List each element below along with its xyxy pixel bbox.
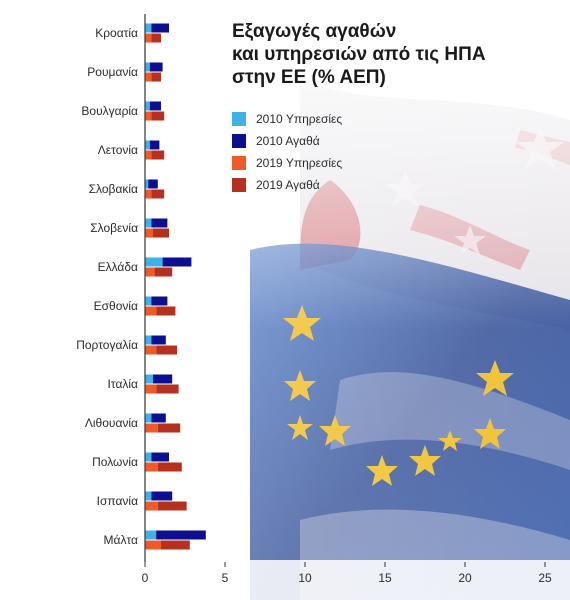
bar-2019-services: [145, 150, 152, 160]
bar-2010-services: [145, 218, 152, 228]
bar-2019-goods: [157, 462, 182, 472]
bar-2010-goods: [151, 452, 169, 462]
bar-2019-services: [145, 228, 153, 238]
bars-layer: [145, 23, 206, 550]
title-line-1: Εξαγωγές αγαθών: [232, 21, 397, 42]
bar-2019-services: [145, 306, 157, 316]
bar-2010-goods: [151, 23, 169, 33]
bar-2010-services: [145, 374, 153, 384]
bar-2010-goods: [151, 491, 173, 501]
legend-item-goods-2010: 2010 Αγαθά: [232, 130, 342, 152]
bar-2010-goods: [151, 296, 168, 306]
bar-2010-goods: [149, 140, 160, 150]
x-axis: 0 5 10 15 20 25: [142, 14, 552, 585]
category-label: Ελλάδα: [98, 260, 138, 274]
legend-item-services-2010: 2010 Υπηρεσίες: [232, 108, 342, 130]
bar-2019-goods: [151, 111, 165, 121]
legend-item-services-2019: 2019 Υπηρεσίες: [232, 152, 342, 174]
bar-2019-goods: [151, 33, 161, 43]
bar-2010-goods: [153, 374, 173, 384]
legend-swatch: [232, 112, 246, 126]
x-tick-label: 5: [222, 571, 229, 585]
bar-2010-services: [145, 140, 150, 150]
category-label: Σλοβακία: [89, 182, 138, 196]
legend-label: 2019 Υπηρεσίες: [256, 156, 343, 170]
bar-2010-services: [145, 23, 152, 33]
category-label: Ιταλία: [108, 377, 139, 391]
category-label: Κροατία: [95, 26, 138, 40]
x-tick-label: 20: [458, 571, 472, 585]
bar-2019-services: [145, 501, 158, 511]
legend-swatch: [232, 134, 246, 148]
bar-2010-services: [145, 530, 157, 540]
bar-2019-services: [145, 345, 157, 355]
bar-2010-goods: [151, 218, 168, 228]
bar-2019-goods: [154, 267, 173, 277]
bar-2010-services: [145, 179, 149, 189]
x-tick-label: 15: [378, 571, 392, 585]
category-labels: Κροατία Ρουμανία Βουλγαρία Λετονία Σλοβακία Σ…: [76, 26, 138, 547]
bar-2019-services: [145, 423, 158, 433]
category-label: Πολωνία: [92, 455, 138, 469]
bar-2019-goods: [157, 501, 187, 511]
bar-2019-goods: [156, 384, 179, 394]
legend-label: 2010 Υπηρεσίες: [256, 112, 343, 126]
legend-swatch: [232, 156, 246, 170]
bar-2010-goods: [162, 257, 192, 267]
bar-2010-goods: [156, 530, 206, 540]
bar-2019-services: [145, 462, 158, 472]
bar-2019-services: [145, 267, 155, 277]
bar-2019-services: [145, 189, 152, 199]
bar-2019-services: [145, 72, 152, 82]
bar-2019-goods: [156, 345, 177, 355]
bar-2010-services: [145, 257, 163, 267]
chart-title: Εξαγωγές αγαθών και υπηρεσιών από τις ΗΠ…: [232, 20, 552, 89]
category-label: Μάλτα: [104, 533, 139, 547]
title-line-2: και υπηρεσιών από τις ΗΠΑ: [232, 44, 486, 65]
category-label: Λιθουανία: [85, 416, 138, 430]
legend-label: 2019 Αγαθά: [256, 178, 320, 192]
bar-2019-goods: [151, 72, 161, 82]
bar-2010-services: [145, 335, 152, 345]
category-label: Ρουμανία: [87, 65, 138, 79]
bar-2019-goods: [151, 150, 165, 160]
category-label: Λετονία: [98, 143, 138, 157]
bar-2019-services: [145, 33, 152, 43]
category-label: Εσθονία: [94, 299, 138, 313]
bar-2019-goods: [153, 228, 169, 238]
category-label: Βουλγαρία: [81, 104, 138, 118]
bar-2010-services: [145, 491, 152, 501]
bar-2019-services: [145, 540, 161, 550]
bar-2010-services: [145, 452, 152, 462]
bar-2010-services: [145, 101, 150, 111]
category-label: Σλοβενία: [90, 221, 138, 235]
bar-2010-goods: [148, 179, 158, 189]
bar-2010-goods: [151, 413, 166, 423]
bar-2019-services: [145, 384, 157, 394]
bar-2010-goods: [149, 62, 163, 72]
bar-2019-goods: [161, 540, 190, 550]
bar-2019-goods: [151, 189, 165, 199]
category-label: Πορτογαλία: [76, 338, 138, 352]
legend: 2010 Υπηρεσίες 2010 Αγαθά 2019 Υπηρεσίες…: [232, 108, 342, 196]
bar-2010-services: [145, 413, 152, 423]
bar-2010-services: [145, 62, 150, 72]
x-tick-label: 0: [142, 571, 149, 585]
legend-label: 2010 Αγαθά: [256, 134, 320, 148]
bar-2019-services: [145, 111, 152, 121]
legend-swatch: [232, 178, 246, 192]
x-tick-label: 25: [538, 571, 552, 585]
bar-2019-goods: [156, 306, 176, 316]
title-line-3: στην ΕΕ (% ΑΕΠ): [232, 67, 386, 88]
x-tick-label: 10: [298, 571, 312, 585]
bar-2010-services: [145, 296, 152, 306]
legend-item-goods-2019: 2019 Αγαθά: [232, 174, 342, 196]
bar-2010-goods: [149, 101, 161, 111]
bar-2010-goods: [151, 335, 166, 345]
bar-2019-goods: [157, 423, 181, 433]
category-label: Ισπανία: [97, 494, 138, 508]
